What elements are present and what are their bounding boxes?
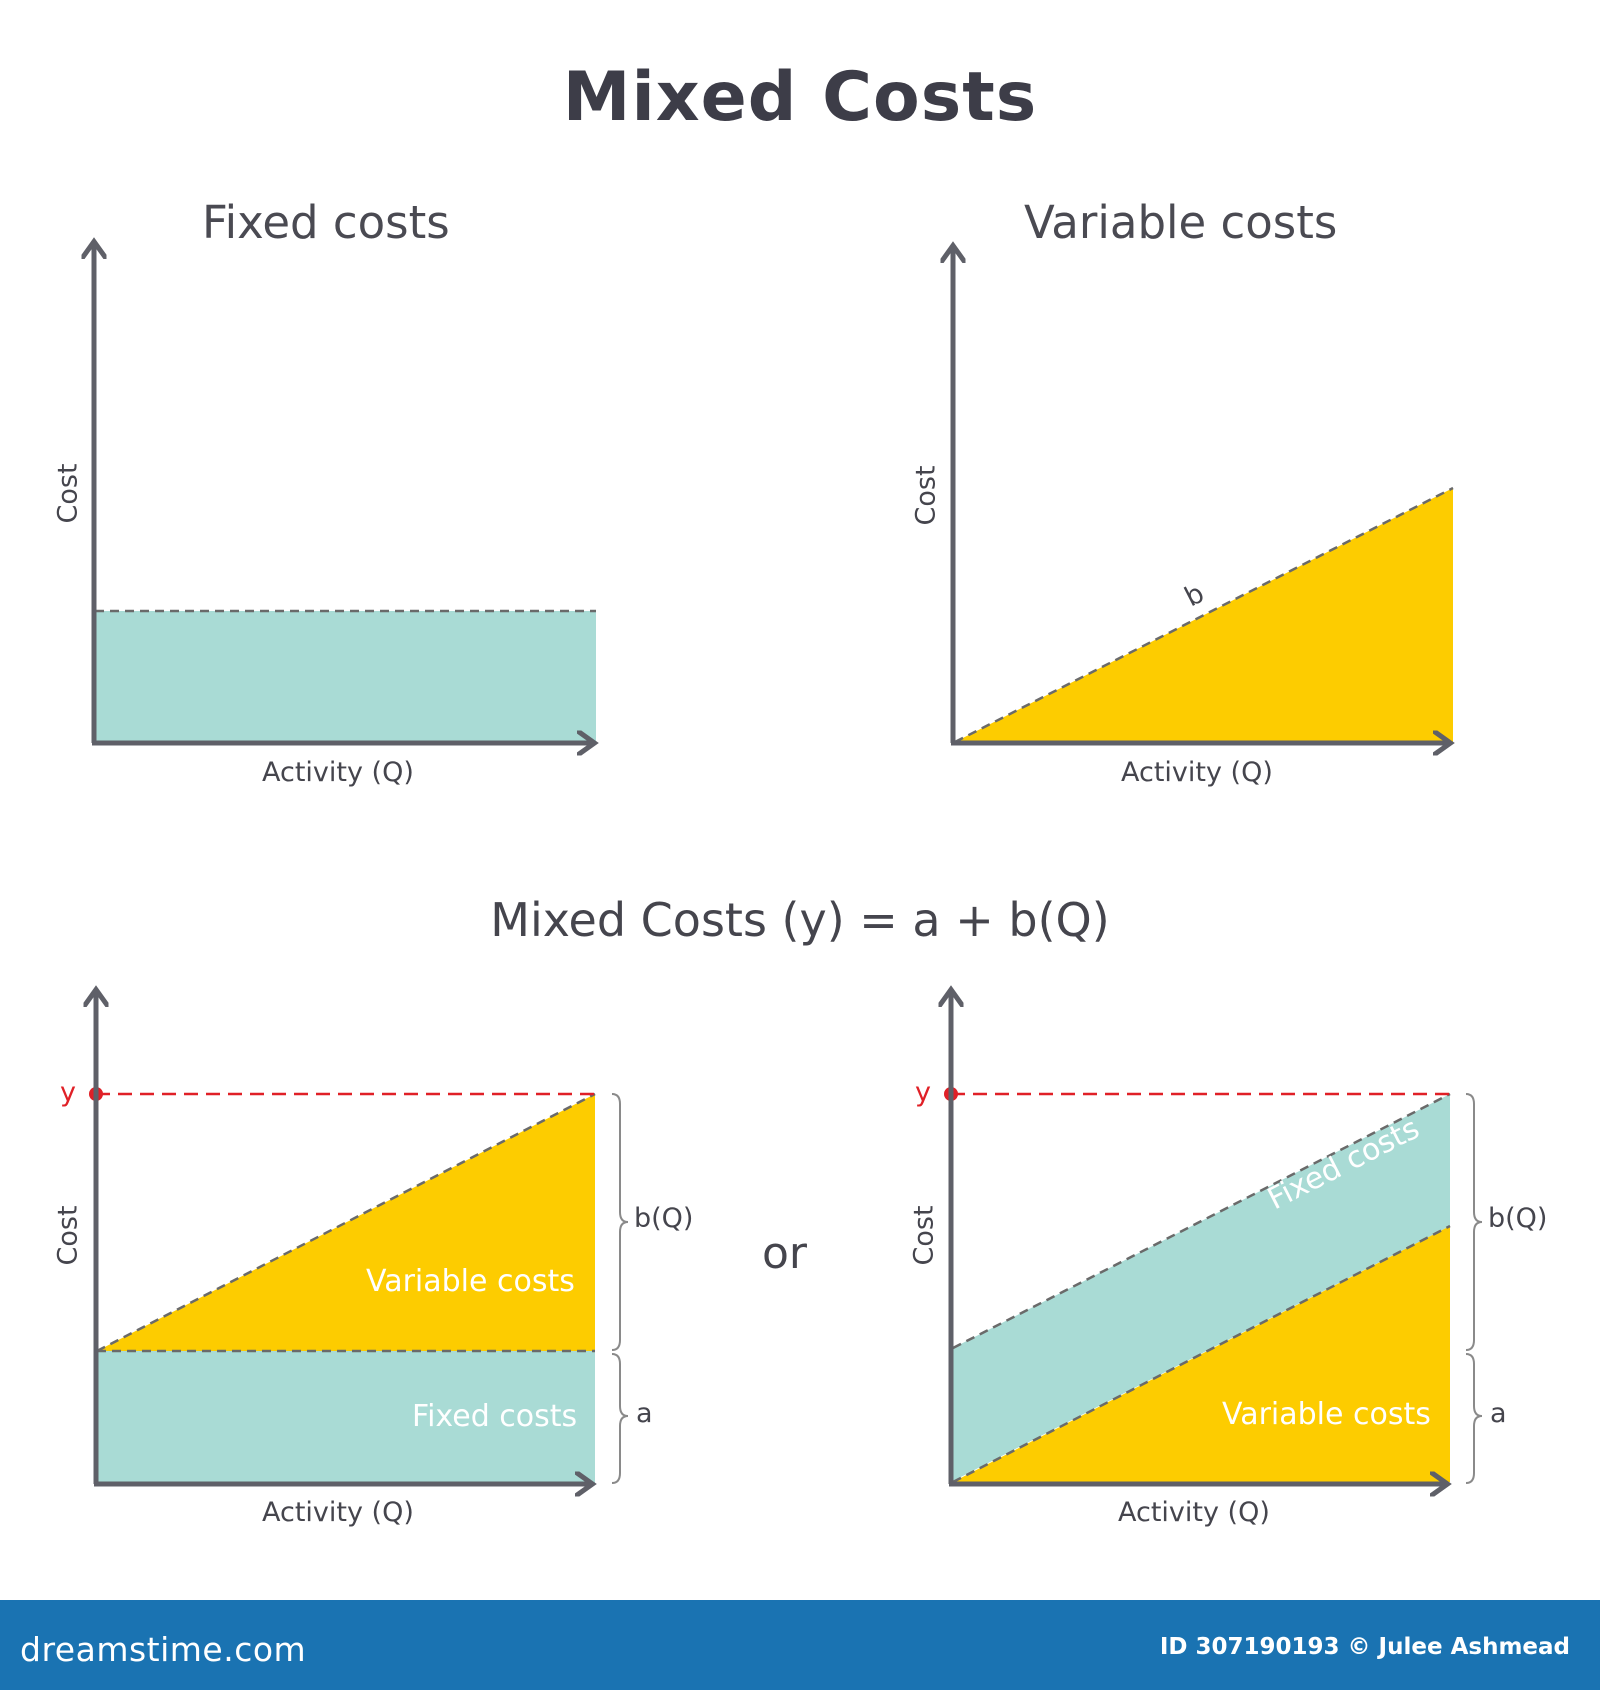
fixed-band-area [953,1094,1450,1481]
x-axis-label: Activity (Q) [1118,1497,1270,1528]
brace-top [611,1093,629,1351]
fixed-area [97,1351,595,1483]
fixed-costs-label: Fixed costs [412,1399,578,1434]
x-axis-label: Activity (Q) [262,757,414,788]
y-axis-label: Cost [908,1205,940,1266]
footer-bar: dreamstime.com ID 307190193 © Julee Ashm… [0,1600,1600,1690]
y-marker-label: y [60,1077,76,1108]
fixed-costs-title: Fixed costs [202,196,450,249]
brace-top-label: b(Q) [1488,1203,1548,1234]
brace-bottom-label: a [636,1398,653,1429]
variable-costs-panel [951,248,1453,743]
x-axis-label: Activity (Q) [262,1497,414,1528]
fixed-area [95,611,596,743]
variable-slope-dashed-line [96,1092,596,1353]
or-text: or [762,1228,808,1279]
mixed-right-panel [944,992,1483,1484]
footer-credit: ID 307190193 © Julee Ashmead [1159,1634,1570,1660]
y-marker-label: y [915,1077,931,1108]
variable-costs-title: Variable costs [1024,196,1338,249]
mixed-costs-formula: Mixed Costs (y) = a + b(Q) [490,893,1110,947]
variable-costs-label: Variable costs [366,1264,575,1299]
variable-costs-label: Variable costs [1222,1397,1431,1432]
brace-bottom [611,1353,629,1484]
brace-top [1465,1093,1483,1351]
footer-brand[interactable]: dreamstime.com [20,1630,307,1669]
mixed-left-panel [89,992,629,1484]
brace-bottom [1465,1353,1483,1484]
brace-bottom-label: a [1490,1398,1507,1429]
y-axis-label: Cost [52,1205,84,1266]
main-title: Mixed Costs [562,58,1038,137]
variable-slope-dashed-line [954,486,1454,744]
fixed-top-dashed-line [952,1092,1451,1350]
x-axis-label: Activity (Q) [1121,757,1273,788]
variable-area [97,1094,595,1351]
y-axis-label: Cost [52,463,84,524]
fixed-costs-panel [92,244,596,743]
brace-top-label: b(Q) [634,1203,694,1234]
variable-slope-dashed-line [952,1224,1451,1484]
y-axis-label: Cost [910,465,942,526]
diagram-canvas [0,0,1483,1600]
